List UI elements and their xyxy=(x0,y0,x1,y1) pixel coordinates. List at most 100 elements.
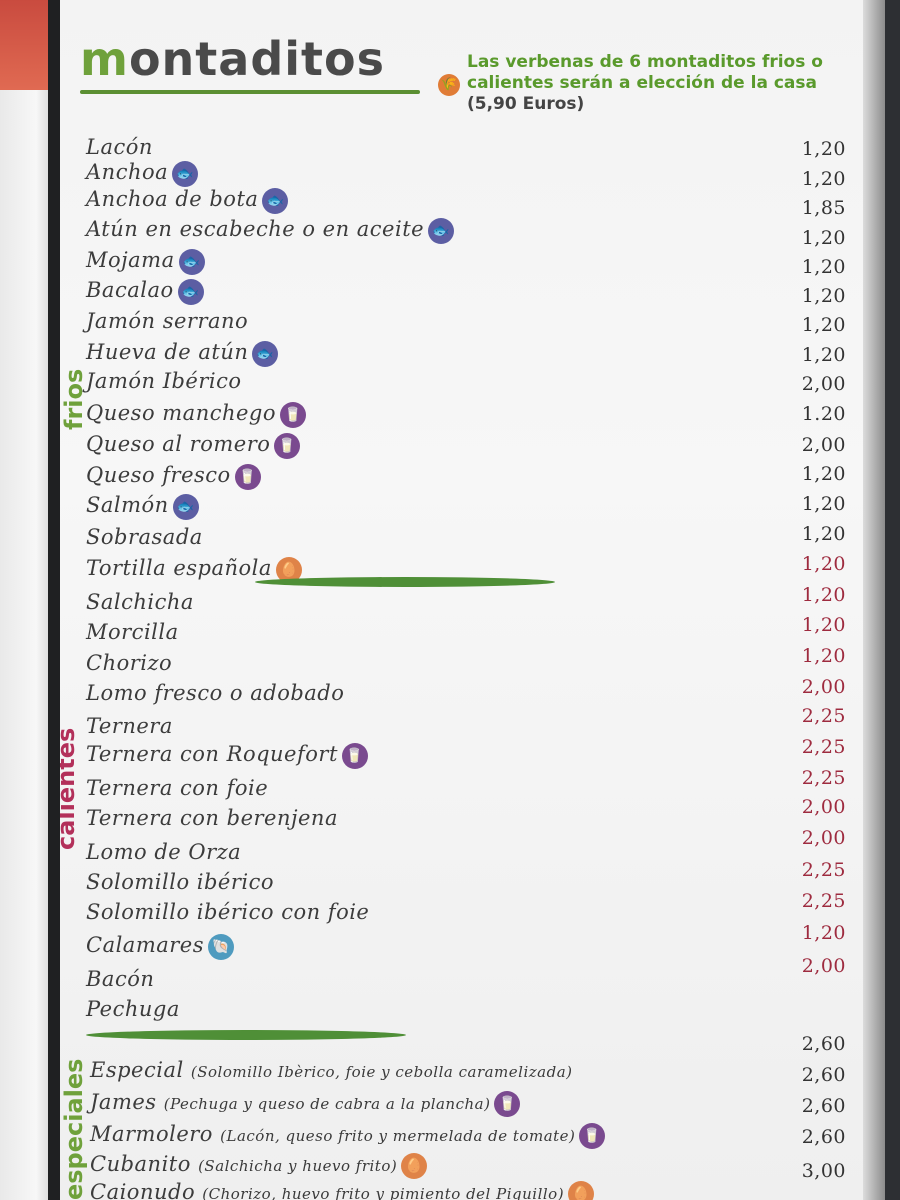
fish-icon: 🐟 xyxy=(428,217,455,244)
section-label-frios: frios xyxy=(60,368,88,430)
menu-item-price: 1,20 xyxy=(801,493,846,515)
menu-item-price: 1,20 xyxy=(801,463,846,485)
especial-item-name: James xyxy=(90,1090,164,1114)
menu-item-name: Hueva de atún xyxy=(86,340,249,364)
menu-item-name: Chorizo xyxy=(86,651,173,675)
especial-item-description: (Solomillo Ibèrico, foie y cebolla caram… xyxy=(190,1063,573,1081)
menu-item-price: 2,00 xyxy=(801,434,846,456)
menu-item: Sobrasada xyxy=(86,525,203,555)
menu-item-name: Ternera con foie xyxy=(86,776,269,800)
menu-item-name: Jamón Ibérico xyxy=(86,369,242,393)
menu-item: Calamares 🐚 xyxy=(86,933,235,963)
menu-item-price: 1.20 xyxy=(801,403,846,425)
menu-item-name: Lacón xyxy=(86,135,153,159)
menu-item-price: 2,00 xyxy=(801,676,846,698)
menu-item-price: 2,25 xyxy=(801,890,846,912)
section-label-especiales: especiales xyxy=(60,1058,88,1200)
menu-item-name: Pechuga xyxy=(86,997,180,1021)
egg-icon: 🥚 xyxy=(568,1180,595,1200)
especial-item-price: 3,00 xyxy=(801,1160,846,1182)
fish-icon: 🐟 xyxy=(177,278,204,305)
menu-item-name: Queso manchego xyxy=(86,401,277,425)
menu-item-price: 1,20 xyxy=(801,314,846,336)
shell-icon: 🐚 xyxy=(208,933,235,960)
menu-item: Atún en escabeche o en aceite 🐟 xyxy=(86,217,455,247)
menu-item: Lacón xyxy=(86,135,153,165)
menu-item-price: 2,25 xyxy=(801,767,846,789)
section-divider-calientes xyxy=(86,1030,406,1040)
menu-item-name: Ternera con Roquefort xyxy=(86,742,338,766)
menu-item: Queso al romero 🥛 xyxy=(86,432,301,462)
menu-item-price: 1,20 xyxy=(801,256,846,278)
milk-icon: 🥛 xyxy=(494,1090,521,1117)
menu-item-name: Ternera con berenjena xyxy=(86,806,338,830)
note-text: Las verbenas de 6 montaditos frios o cal… xyxy=(467,52,823,93)
menu-item: Ternera con Roquefort 🥛 xyxy=(86,742,368,772)
menu-item-name: Lomo de Orza xyxy=(86,840,242,864)
menu-item-price: 2,00 xyxy=(801,827,846,849)
menu-item-name: Mojama xyxy=(86,248,175,272)
menu-item-name: Jamón serrano xyxy=(86,309,249,333)
sleeve-edge xyxy=(863,0,885,1200)
especial-item: Caionudo (Chorizo, huevo frito y pimient… xyxy=(90,1180,595,1200)
menu-item-name: Solomillo ibérico xyxy=(86,870,275,894)
menu-item-name: Salmón xyxy=(86,493,169,517)
menu-item-name: Bacón xyxy=(86,967,155,991)
menu-item: Pechuga xyxy=(86,997,180,1027)
especial-item-price: 2,60 xyxy=(801,1064,846,1086)
menu-item-price: 2,00 xyxy=(801,796,846,818)
especial-item-description: (Lacón, queso frito y mermelada de tomat… xyxy=(220,1127,576,1145)
menu-item-price: 1,20 xyxy=(801,645,846,667)
especial-item: Marmolero (Lacón, queso frito y mermelad… xyxy=(90,1122,606,1152)
especial-item-price: 2,60 xyxy=(801,1095,846,1117)
especial-item-price: 2,60 xyxy=(801,1126,846,1148)
menu-item-price: 2,25 xyxy=(801,859,846,881)
especial-item-name: Especial xyxy=(90,1058,191,1082)
menu-item-price: 1,20 xyxy=(801,523,846,545)
page-title-text: ontaditos xyxy=(128,32,385,86)
menu-item-name: Salchicha xyxy=(86,590,194,614)
menu-item: Bacón xyxy=(86,967,154,997)
especial-item-description: (Salchicha y huevo frito) xyxy=(198,1157,398,1175)
note-price: (5,90 Euros) xyxy=(467,94,585,114)
wheat-icon: 🌾 xyxy=(438,74,460,96)
menu-item: Salchicha xyxy=(86,590,194,620)
menu-item: Jamón serrano xyxy=(86,309,248,339)
menu-item-price: 1,20 xyxy=(801,922,846,944)
especial-item-name: Caionudo xyxy=(90,1180,203,1200)
especial-item-name: Marmolero xyxy=(90,1122,221,1146)
menu-item-name: Ternera xyxy=(86,714,173,738)
menu-item-price: 1,20 xyxy=(801,614,846,636)
especial-item-name: Cubanito xyxy=(90,1152,199,1176)
menu-item: Bacalao 🐟 xyxy=(86,278,204,308)
especial-item: James (Pechuga y queso de cabra a la pla… xyxy=(90,1090,521,1120)
egg-icon: 🥚 xyxy=(401,1152,428,1179)
menu-item-price: 1,20 xyxy=(801,227,846,249)
section-divider-frios xyxy=(255,577,555,587)
menu-item-name: Sobrasada xyxy=(86,525,203,549)
menu-item-price: 1,20 xyxy=(801,138,846,160)
menu-item-price: 2,00 xyxy=(801,373,846,395)
milk-icon: 🥛 xyxy=(234,463,261,490)
milk-icon: 🥛 xyxy=(274,432,301,459)
menu-item-price: 1,20 xyxy=(801,553,846,575)
menu-item-name: Queso al romero xyxy=(86,432,271,456)
menu-item: Solomillo ibérico xyxy=(86,870,274,900)
page-title: montaditos xyxy=(80,32,385,86)
especial-item: Cubanito (Salchicha y huevo frito) 🥚 xyxy=(90,1152,428,1182)
fish-icon: 🐟 xyxy=(172,493,199,520)
menu-item-price: 1,20 xyxy=(801,584,846,606)
section-label-calientes: calientes xyxy=(60,727,80,850)
menu-item-price: 2,25 xyxy=(801,705,846,727)
menu-item: Queso manchego 🥛 xyxy=(86,401,307,431)
menu-item: Lomo de Orza xyxy=(86,840,241,870)
menu-item: Ternera con foie xyxy=(86,776,268,806)
menu-item-name: Anchoa xyxy=(86,160,169,184)
menu-item: Anchoa 🐟 xyxy=(86,160,199,190)
fish-icon: 🐟 xyxy=(262,187,289,214)
menu-item: Ternera con berenjena xyxy=(86,806,338,836)
menu-item-name: Anchoa de bota xyxy=(86,187,259,211)
especial-item-description: (Pechuga y queso de cabra a la plancha) xyxy=(163,1095,491,1113)
menu-page: montaditos 🌾 Las verbenas de 6 montadito… xyxy=(60,0,885,1200)
menu-item-name: Calamares xyxy=(86,933,205,957)
